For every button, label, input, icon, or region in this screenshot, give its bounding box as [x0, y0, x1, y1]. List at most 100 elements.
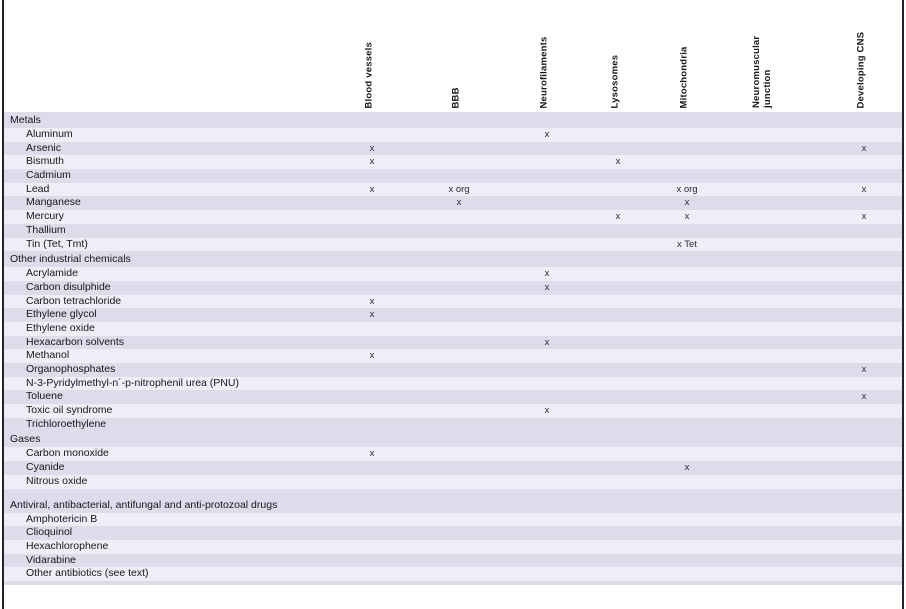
table-row[interactable]: Aluminum x — [4, 128, 902, 142]
column-header-line: Neurofilaments — [538, 36, 550, 108]
row-label: Organophosphates — [26, 363, 116, 375]
row-label: Toxic oil syndrome — [26, 404, 113, 417]
row-label: Bismuth — [26, 155, 64, 168]
table-row[interactable]: Other antibiotics (see text) — [4, 567, 902, 581]
table-row[interactable]: Carbon monoxide x — [4, 447, 902, 462]
table-row[interactable]: Lead x x org x org x — [4, 182, 902, 197]
table-row[interactable]: Tin (Tet, Tmt) x Tet — [4, 237, 902, 252]
cell-mark: x — [861, 211, 867, 223]
table-row[interactable]: Mercury x x x — [4, 210, 902, 224]
row-label: Clioquinol — [26, 526, 73, 539]
row-label: Lead — [26, 182, 50, 195]
table-row[interactable]: N-3-Pyridylmethyl-n´-p-nitrophenil urea … — [4, 376, 902, 391]
cell-mark: x — [544, 281, 550, 293]
column-header-developing-cns: Developing CNS — [855, 31, 868, 108]
cell-mark: x — [369, 350, 375, 362]
row-label: Cyanide — [26, 461, 65, 474]
neurotoxicity-table: Blood vessels BBB Neurofilaments Lysosomes M… — [4, 0, 902, 609]
table-row[interactable]: Arsenic x x — [4, 141, 902, 156]
table-row[interactable]: Amphotericin B — [4, 512, 902, 527]
cell-mark: x — [861, 142, 867, 154]
column-header-neuromuscular-junction: Neuromuscular junction — [750, 35, 773, 108]
table-row[interactable]: Ethylene oxide — [4, 321, 902, 336]
table-row[interactable]: Vidarabine — [4, 553, 902, 568]
cell-mark: x — [544, 336, 550, 348]
table-row[interactable]: Organophosphates x — [4, 363, 902, 377]
column-header-bbb: BBB — [450, 86, 463, 108]
cell-mark: x — [544, 129, 550, 140]
row-label: Mercury — [26, 210, 64, 223]
column-header-line: junction — [761, 69, 773, 108]
section-header: Metals — [4, 112, 902, 128]
row-label: Thallium — [26, 223, 66, 236]
row-label: Carbon monoxide — [26, 447, 109, 460]
cell-mark: x — [684, 197, 690, 209]
table-row[interactable]: Bismuth x x — [4, 155, 902, 170]
table-row[interactable]: Trichloroethylene — [4, 417, 902, 432]
row-label: Ethylene oxide — [26, 321, 95, 334]
table-row[interactable]: Thallium — [4, 223, 902, 238]
column-header-line: Blood vessels — [363, 41, 375, 109]
table-row[interactable]: Cadmium — [4, 169, 902, 183]
row-label: Ethylene glycol — [26, 308, 97, 321]
row-label: Amphotericin B — [26, 512, 98, 525]
table-row[interactable]: Toluene x — [4, 390, 902, 405]
table-row[interactable]: Clioquinol — [4, 526, 902, 540]
cell-mark: x org — [676, 183, 698, 195]
row-label: Acrylamide — [26, 267, 78, 280]
row-label: Methanol — [26, 349, 70, 362]
cell-mark: x — [544, 405, 550, 417]
column-header-line: Neuromuscular — [750, 35, 762, 108]
table-row[interactable]: Carbon disulphide x — [4, 280, 902, 295]
cell-mark: x — [544, 268, 550, 280]
row-label: Carbon tetrachloride — [26, 294, 122, 307]
column-header-lysosomes: Lysosomes — [609, 54, 622, 108]
table-row[interactable]: Acrylamide x — [4, 267, 902, 281]
row-label: Tin (Tet, Tmt) — [26, 237, 88, 250]
table-row[interactable]: Manganese x x — [4, 196, 902, 211]
row-label: Manganese — [26, 196, 81, 209]
cell-mark: x — [369, 448, 375, 460]
cell-mark: x — [369, 309, 375, 321]
cell-mark: x — [369, 156, 375, 168]
column-header-line: BBB — [450, 86, 462, 108]
row-label: Carbon disulphide — [26, 280, 111, 293]
cell-mark: x — [615, 156, 621, 168]
cell-mark: x — [615, 211, 621, 223]
table-row[interactable]: Nitrous oxide — [4, 474, 902, 489]
column-header-line: Developing CNS — [855, 31, 867, 108]
table-row[interactable]: Cyanide x — [4, 461, 902, 475]
row-label: Hexacarbon solvents — [26, 335, 125, 348]
row-label: Aluminum — [26, 128, 73, 140]
row-label: Cadmium — [26, 169, 71, 182]
column-header-blood-vessels: Blood vessels — [363, 41, 376, 109]
row-label: Other antibiotics (see text) — [26, 567, 149, 580]
table-row[interactable]: Carbon tetrachloride x — [4, 294, 902, 309]
section-header: Other industrial chemicals — [4, 251, 902, 268]
table-row[interactable]: Methanol x — [4, 349, 902, 363]
table-row[interactable]: Toxic oil syndrome x — [4, 404, 902, 418]
row-label: Nitrous oxide — [26, 474, 88, 487]
cell-mark: x — [456, 197, 462, 209]
cell-mark: x — [861, 391, 867, 403]
column-header-line: Lysosomes — [609, 54, 621, 108]
table-row[interactable]: Hexacarbon solvents x — [4, 335, 902, 350]
page-rule-right — [902, 0, 904, 609]
column-header-mitochondria: Mitochondria — [678, 45, 691, 108]
cell-mark: x Tet — [677, 238, 697, 250]
row-label: Arsenic — [26, 141, 62, 154]
row-label: Hexachlorophene — [26, 539, 109, 552]
table-body: Metals Aluminum x Arsenic x x Bismuth x x Cadmium… — [4, 112, 902, 585]
table-row[interactable]: Hexachlorophene — [4, 539, 902, 554]
table-column-header-row: Blood vessels BBB Neurofilaments Lysosomes M… — [4, 0, 902, 112]
table-row[interactable]: Ethylene glycol x — [4, 308, 902, 322]
column-header-line: Mitochondria — [678, 45, 690, 108]
cell-mark: x — [684, 211, 690, 223]
cell-mark: x org — [448, 183, 470, 195]
section-header: Antiviral, antibacterial, antifungal and… — [4, 496, 902, 513]
cell-mark: x — [369, 295, 375, 307]
cell-mark: x — [369, 183, 375, 195]
cell-mark: x — [861, 183, 867, 195]
row-label: Vidarabine — [26, 553, 77, 566]
